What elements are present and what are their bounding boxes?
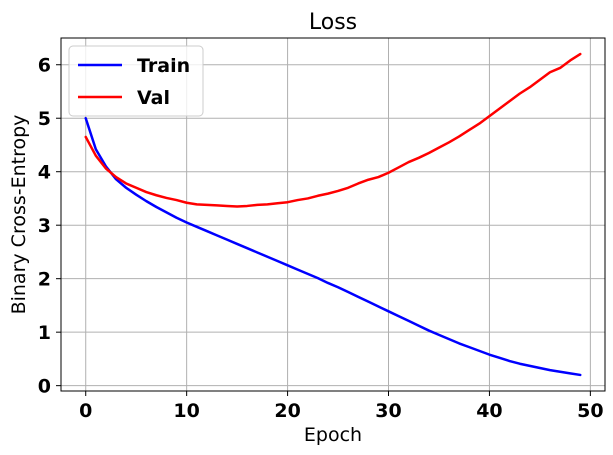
grid bbox=[61, 38, 605, 391]
legend-label-train: Train bbox=[137, 55, 190, 77]
x-tick-label: 10 bbox=[173, 400, 199, 422]
x-tick-label: 0 bbox=[79, 400, 92, 422]
y-axis-label: Binary Cross-Entropy bbox=[8, 115, 30, 315]
y-tick-label: 2 bbox=[38, 269, 51, 291]
legend-box bbox=[68, 45, 204, 117]
chart-title: Loss bbox=[309, 10, 357, 35]
x-axis-label: Epoch bbox=[304, 424, 362, 446]
series-layer bbox=[84, 52, 582, 377]
x-tick-label: 40 bbox=[476, 400, 502, 422]
y-tick-label: 3 bbox=[38, 215, 51, 237]
series-line-val bbox=[84, 52, 582, 208]
x-tick-label: 20 bbox=[274, 400, 300, 422]
y-tick-label: 4 bbox=[38, 162, 51, 184]
y-tick-label: 5 bbox=[38, 108, 51, 130]
legend: Train Val bbox=[68, 45, 204, 117]
y-tick-label: 1 bbox=[38, 322, 51, 344]
ticks: 0 10 20 30 40 50 0 1 2 3 4 5 6 bbox=[38, 55, 604, 422]
x-tick-label: 30 bbox=[375, 400, 401, 422]
legend-label-val: Val bbox=[137, 87, 170, 109]
y-tick-label: 0 bbox=[38, 376, 51, 398]
series-line-train bbox=[84, 116, 582, 377]
plot-frame bbox=[60, 37, 606, 392]
x-tick-label: 50 bbox=[577, 400, 603, 422]
y-tick-label: 6 bbox=[38, 55, 51, 77]
